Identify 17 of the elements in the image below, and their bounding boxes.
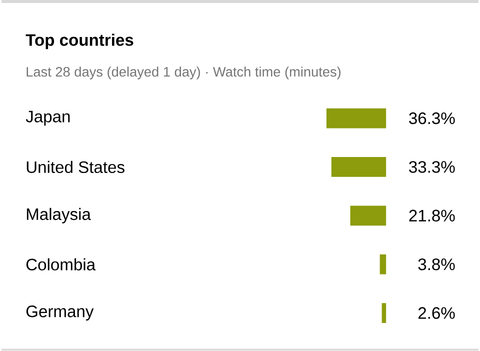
bar: [350, 206, 386, 226]
y-tick-label: Colombia: [26, 258, 96, 271]
data-label: 3.8%: [418, 258, 455, 270]
bar: [331, 157, 386, 177]
text: Last 28 days (delayed 1 day) · Watch time (minutes): [26, 66, 341, 80]
y-tick-label: Malaysia: [26, 208, 91, 224]
data-label: 36.3%: [409, 112, 455, 124]
y-tick-label: Germany: [26, 306, 94, 321]
bar: [382, 303, 386, 324]
y-tick-label: Japan: [26, 110, 70, 126]
y-tick-label: United States: [26, 160, 124, 174]
bar: [380, 254, 386, 274]
data-label: 33.3%: [409, 161, 455, 173]
data-label: 21.8%: [409, 210, 455, 222]
data-label: 2.6%: [418, 307, 455, 319]
text: Top countries: [26, 34, 134, 50]
bar: [326, 108, 386, 128]
